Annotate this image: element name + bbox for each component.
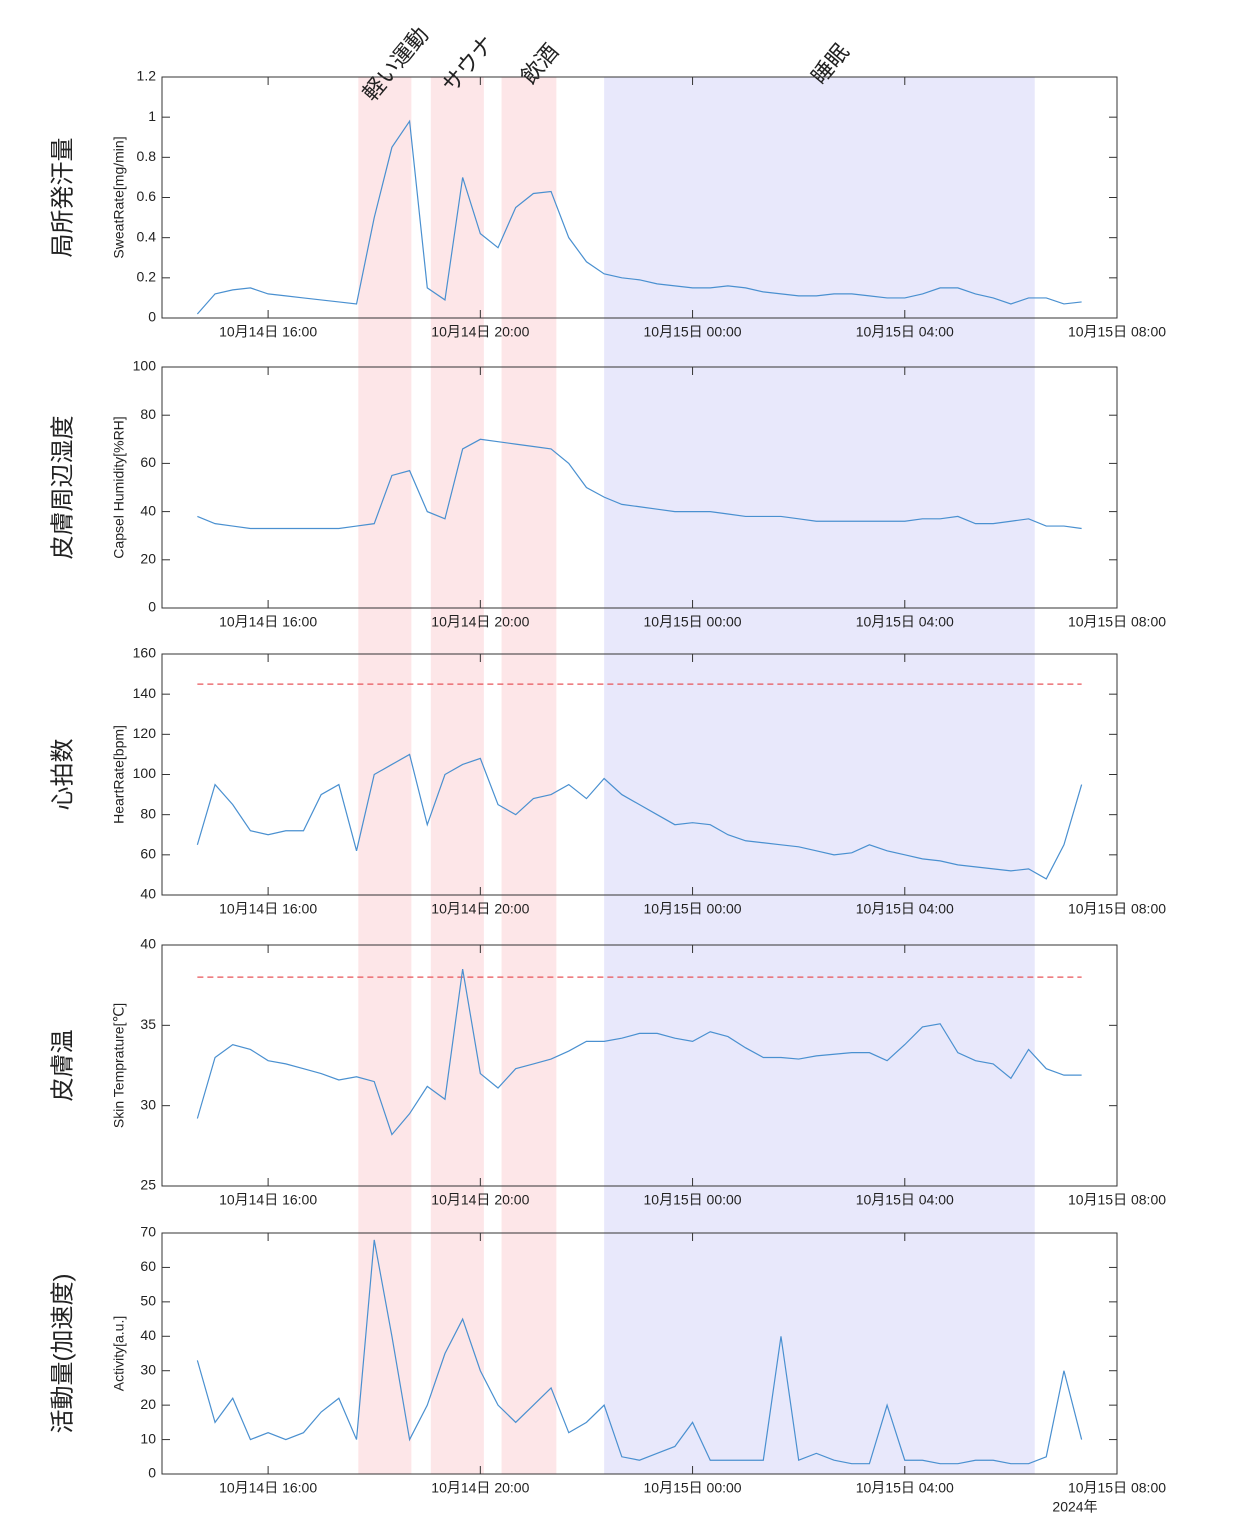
data-line: [196, 753, 1083, 880]
shaded-region: [358, 77, 412, 1474]
x-tick-label: 10月14日 20:00: [431, 1480, 529, 1496]
y-tick-label: 80: [140, 406, 156, 422]
x-tick-label: 10月14日 20:00: [431, 614, 529, 630]
x-tick-label: 10月15日 00:00: [644, 1480, 742, 1496]
y-tick-label: 100: [133, 358, 157, 374]
x-tick-label: 10月15日 00:00: [644, 1192, 742, 1208]
y-tick-label: 100: [133, 765, 157, 781]
y-axis-label: Skin Temprature[℃]: [111, 1003, 127, 1128]
x-tick-label: 10月15日 08:00: [1068, 901, 1166, 917]
x-tick-label: 10月14日 16:00: [219, 1480, 317, 1496]
y-axis-label: HeartRate[bpm]: [111, 725, 127, 824]
y-tick-label: 50: [140, 1293, 156, 1309]
x-tick-label: 10月15日 08:00: [1068, 1192, 1166, 1208]
y-tick-label: 70: [140, 1224, 156, 1240]
plot-frame: [161, 1232, 1118, 1475]
y-tick-label: 0.4: [137, 228, 157, 244]
row-label: 局所発汗量: [49, 138, 76, 258]
y-axis-label: Activity[a.u.]: [111, 1316, 127, 1391]
x-tick-label: 10月15日 00:00: [644, 614, 742, 630]
x-year-label: 2024年: [1052, 1499, 1097, 1515]
y-axis-label: SweatRate[mg/min]: [111, 136, 127, 258]
y-tick-label: 30: [140, 1361, 156, 1377]
y-tick-label: 0: [148, 1465, 156, 1481]
x-tick-label: 10月15日 04:00: [856, 1192, 954, 1208]
x-tick-label: 10月15日 04:00: [856, 614, 954, 630]
x-tick-label: 10月14日 16:00: [219, 1192, 317, 1208]
y-tick-label: 1.2: [137, 68, 157, 84]
row-label: 皮膚周辺湿度: [49, 416, 76, 560]
x-tick-label: 10月15日 04:00: [856, 324, 954, 340]
x-tick-label: 10月14日 16:00: [219, 901, 317, 917]
y-tick-label: 20: [140, 551, 156, 567]
y-tick-label: 40: [140, 502, 156, 518]
x-tick-label: 10月14日 16:00: [219, 324, 317, 340]
y-tick-label: 40: [140, 936, 156, 952]
y-tick-label: 0.6: [137, 188, 157, 204]
y-tick-label: 30: [140, 1096, 156, 1112]
x-tick-label: 10月15日 04:00: [856, 901, 954, 917]
data-line: [197, 438, 1082, 530]
shaded-region: [604, 77, 1035, 1474]
data-line: [196, 1239, 1083, 1465]
y-tick-label: 1: [148, 108, 156, 124]
y-tick-label: 80: [140, 805, 156, 821]
x-tick-label: 10月15日 00:00: [644, 324, 742, 340]
y-tick-label: 40: [140, 1327, 156, 1343]
y-tick-label: 0.8: [137, 148, 157, 164]
y-tick-label: 60: [140, 846, 156, 862]
y-tick-label: 20: [140, 1396, 156, 1412]
plot-frame: [161, 366, 1118, 609]
x-tick-label: 10月15日 00:00: [644, 901, 742, 917]
row-label: 心拍数: [49, 739, 76, 811]
plot-frame: [161, 944, 1118, 1187]
y-tick-label: 35: [140, 1016, 156, 1032]
x-tick-label: 10月14日 20:00: [431, 1192, 529, 1208]
y-tick-label: 60: [140, 1258, 156, 1274]
x-tick-label: 10月14日 16:00: [219, 614, 317, 630]
x-tick-label: 10月14日 20:00: [431, 901, 529, 917]
x-tick-label: 10月15日 08:00: [1068, 1480, 1166, 1496]
data-line: [196, 119, 1082, 315]
y-tick-label: 25: [140, 1177, 156, 1193]
y-axis-label: Capsel Humidity[%RH]: [111, 416, 127, 558]
y-tick-label: 140: [133, 685, 157, 701]
y-tick-label: 40: [140, 886, 156, 902]
y-tick-label: 120: [133, 725, 157, 741]
row-label: 活動量(加速度): [49, 1274, 76, 1434]
y-tick-label: 0: [148, 599, 156, 615]
x-tick-label: 10月15日 08:00: [1068, 324, 1166, 340]
y-tick-label: 0.2: [137, 269, 157, 285]
x-tick-label: 10月15日 04:00: [856, 1480, 954, 1496]
data-line: [196, 968, 1082, 1136]
x-tick-label: 10月15日 08:00: [1068, 614, 1166, 630]
y-tick-label: 160: [133, 645, 157, 661]
y-tick-label: 60: [140, 454, 156, 470]
row-label: 皮膚温: [49, 1030, 76, 1102]
y-tick-label: 10: [140, 1430, 156, 1446]
y-tick-label: 0: [148, 309, 156, 325]
x-tick-label: 10月14日 20:00: [431, 324, 529, 340]
shaded-region: [430, 77, 484, 1474]
shaded-region: [501, 77, 557, 1474]
